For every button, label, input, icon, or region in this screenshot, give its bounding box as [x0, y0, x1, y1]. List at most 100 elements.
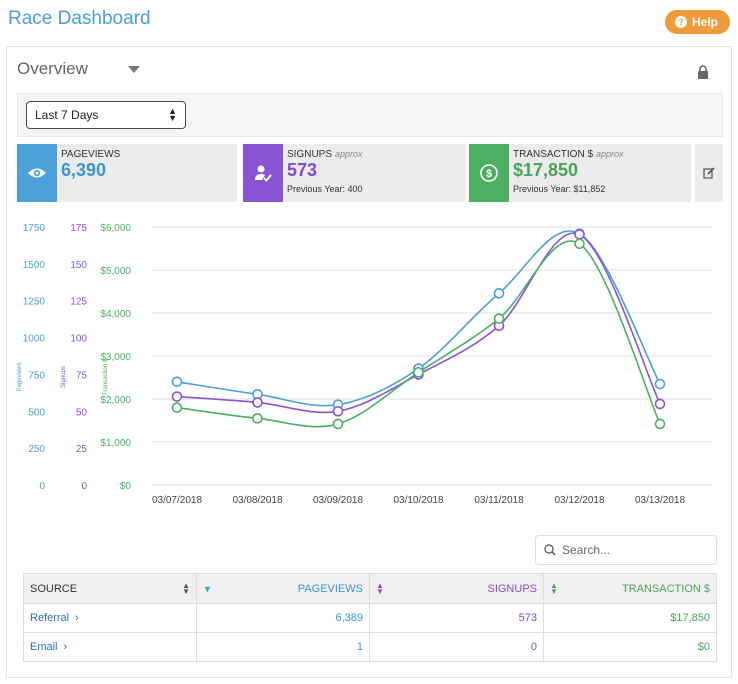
column-header-signups[interactable]: ▲ ▼ SIGNUPS	[369, 573, 544, 604]
y-tick-label: 1500	[23, 260, 46, 271]
signups-previous-year: Previous Year: 400	[287, 184, 363, 194]
signups-stat: SIGNUPS approx 573 Previous Year: 400	[243, 144, 465, 202]
y-tick-label: 50	[76, 407, 88, 418]
transaction-stat: $ TRANSACTION $ approx $17,850 Previous Y…	[469, 144, 691, 202]
transaction-label-text: TRANSACTION $	[513, 149, 594, 160]
y-tick-label: $4,000	[100, 309, 131, 320]
search-placeholder: Search...	[562, 543, 611, 557]
search-input[interactable]: Search...	[535, 535, 717, 565]
edit-stats-button[interactable]	[695, 144, 723, 202]
transaction-previous-year: Previous Year: $11,852	[513, 184, 606, 194]
search-icon	[544, 544, 556, 556]
line-chart: 0 250 500 750 1000 1250 1500 1750 0 25 50 75 100 125 1…	[17, 223, 713, 506]
data-point	[654, 418, 666, 430]
y-tick-label: 500	[28, 407, 45, 418]
y-tick-label: 75	[76, 370, 88, 381]
chevron-right-icon: ›	[63, 641, 68, 653]
dollar-icon: $	[469, 144, 509, 202]
x-tick-label: 03/12/2018	[554, 495, 604, 506]
select-arrows-icon: ▲ ▼	[168, 106, 177, 123]
column-header-transaction[interactable]: ▲ ▼ TRANSACTION $	[543, 573, 717, 604]
data-point	[574, 238, 585, 250]
signups-cell: 573	[369, 603, 544, 633]
source-name: Referral	[30, 612, 70, 624]
series-line	[176, 232, 661, 414]
chevron-down-icon	[127, 65, 140, 73]
user-check-icon	[243, 144, 283, 202]
y-tick-label: 25	[76, 444, 88, 455]
pageviews-value: 6,390	[61, 160, 107, 180]
table-row: Referral › 6,389 573 $17,850	[23, 603, 717, 633]
signups-label: SIGNUPS approx	[287, 149, 363, 160]
signups-value: 573	[287, 160, 318, 180]
signups-qualifier: approx	[335, 149, 363, 159]
x-tick-label: 03/13/2018	[635, 495, 685, 506]
eye-icon	[17, 144, 57, 202]
y-axis-title: Transaction $	[103, 358, 109, 395]
help-label: Help	[691, 15, 718, 29]
y-tick-label: 175	[70, 223, 87, 234]
sort-icon: ▲ ▼	[376, 580, 384, 596]
data-point	[171, 402, 183, 413]
header-source-label: SOURCE	[30, 582, 78, 595]
source-table: SOURCE ▲ ▼ ▼ PAGEVIEWS ▲ ▼ SIGNUPS ▲ ▼ TRANSACT…	[23, 573, 717, 662]
pageviews-cell: 6,389	[196, 603, 370, 633]
filter-bar: Last 7 Days ▲ ▼	[17, 93, 723, 137]
date-range-select[interactable]: Last 7 Days ▲ ▼	[26, 101, 186, 129]
header-pageviews-label: PAGEVIEWS	[297, 582, 363, 595]
source-link[interactable]: Referral ›	[23, 603, 197, 633]
table-row: Email › 1 0 $0	[23, 632, 717, 662]
pageviews-label: PAGEVIEWS	[61, 149, 121, 160]
svg-text:$: $	[486, 168, 492, 180]
y-tick-label: 0	[81, 481, 87, 492]
column-header-pageviews[interactable]: ▼ PAGEVIEWS	[196, 573, 370, 604]
source-link[interactable]: Email ›	[23, 632, 197, 662]
lock-icon[interactable]	[697, 65, 709, 79]
y-tick-label: $0	[120, 481, 132, 492]
y-axis-title: Signups	[61, 366, 67, 388]
data-point	[493, 288, 505, 299]
data-point	[493, 313, 505, 324]
sort-desc-icon: ▼	[203, 583, 212, 594]
y-tick-label: 100	[70, 334, 87, 345]
transaction-label: TRANSACTION $ approx	[513, 149, 624, 160]
x-tick-label: 03/11/2018	[474, 495, 524, 506]
sort-icon: ▲ ▼	[182, 580, 190, 596]
data-point	[654, 378, 666, 390]
header-transaction-label: TRANSACTION $	[621, 582, 710, 595]
y-tick-label: 750	[28, 370, 45, 381]
help-button[interactable]: ? Help	[664, 10, 730, 34]
data-point	[332, 418, 344, 430]
transaction-qualifier: approx	[596, 149, 624, 159]
source-name: Email	[30, 641, 58, 653]
pageviews-cell: 1	[196, 632, 370, 662]
y-tick-label: 0	[39, 481, 45, 492]
data-point	[332, 405, 344, 417]
page-title: Race Dashboard	[8, 8, 151, 29]
date-range-value: Last 7 Days	[35, 108, 99, 122]
x-tick-label: 03/08/2018	[232, 495, 282, 506]
data-point	[252, 413, 263, 424]
signups-cell: 0	[369, 632, 544, 662]
y-tick-label: 150	[70, 260, 87, 271]
header-signups-label: SIGNUPS	[487, 582, 537, 595]
signups-label-text: SIGNUPS	[287, 149, 333, 160]
x-tick-label: 03/09/2018	[313, 495, 363, 506]
pageviews-stat: PAGEVIEWS 6,390	[17, 144, 237, 202]
chevron-right-icon: ›	[75, 612, 79, 624]
overview-label: Overview	[17, 59, 88, 78]
y-tick-label: $5,000	[100, 266, 131, 277]
y-tick-label: $1,000	[100, 438, 131, 449]
column-header-source[interactable]: SOURCE ▲ ▼	[23, 573, 197, 604]
data-point	[413, 367, 424, 378]
y-tick-label: $3,000	[100, 352, 131, 363]
y-tick-label: 1750	[23, 223, 46, 234]
overview-dropdown[interactable]: Overview	[17, 59, 140, 79]
transaction-value: $17,850	[513, 160, 579, 180]
y-tick-label: $6,000	[100, 223, 131, 234]
question-icon: ?	[674, 16, 687, 28]
x-tick-label: 03/07/2018	[152, 495, 202, 506]
data-point	[171, 391, 183, 402]
data-point	[654, 398, 666, 410]
data-point	[171, 376, 183, 388]
